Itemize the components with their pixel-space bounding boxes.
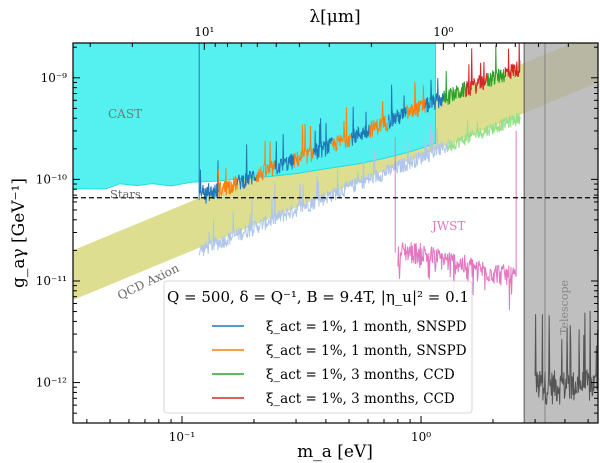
legend: Q = 500, δ = Q⁻¹, B = 9.4T, |η_u|² = 0.1… <box>163 280 473 414</box>
legend-entry-3: ξ_act = 1%, 3 months, CCD <box>266 367 455 383</box>
cast-label: CAST <box>108 107 142 121</box>
reach-curve-segment-16 <box>487 45 506 88</box>
reach-curve-segment-12 <box>406 81 426 119</box>
y-tick-label: 10⁻¹⁰ <box>36 172 67 186</box>
main-reach-curves <box>198 43 521 204</box>
reach-curve-segment-3 <box>236 144 257 190</box>
y-tick-label: 10⁻¹² <box>36 376 67 390</box>
reach-curve-segment-7 <box>313 118 333 160</box>
reach-curve-segment-2 <box>217 168 238 199</box>
y-tick-label: 10⁻¹¹ <box>36 274 67 288</box>
reach-curve-segment-14 <box>443 70 467 105</box>
reach-curve-segment-4 <box>256 140 276 183</box>
legend-box <box>163 280 473 414</box>
axis-ticks <box>73 43 598 424</box>
stars-label: Stars <box>110 187 141 201</box>
reach-curve-segment-10 <box>369 100 389 139</box>
reach-curve-segment-8 <box>331 107 352 152</box>
reach-curve-segment-9 <box>350 106 371 146</box>
x-tick-label: 10⁻¹ <box>169 430 195 444</box>
legend-entry-2: ξ_act = 1%, 1 month, SNSPD <box>266 343 467 359</box>
y-tick-label: 10⁻⁹ <box>41 71 68 85</box>
axis-tick-labels: 10⁻¹ 10⁰ 10¹ 10⁰ 10⁻¹² 10⁻¹¹ 10⁻¹⁰ 10⁻⁹ <box>36 25 454 444</box>
jwst-limit-curve <box>397 242 516 311</box>
top-axis-label: λ[μm] <box>309 7 360 27</box>
reach-curve-segment-13 <box>424 77 445 113</box>
x-axis-label: m_a [eV] <box>297 442 373 462</box>
top-tick-label: 10¹ <box>194 25 214 39</box>
top-tick-label: 10⁰ <box>433 25 453 39</box>
telescope-noise-curve <box>534 310 598 405</box>
legend-title: Q = 500, δ = Q⁻¹, B = 9.4T, |η_u|² = 0.1 <box>167 288 469 306</box>
reach-curve-segment-17 <box>504 43 521 80</box>
reach-curve-segment-11 <box>387 84 407 129</box>
light-blue-projection-curve <box>198 124 449 256</box>
legend-entry-4: ξ_act = 1%, 3 months, CCD <box>266 391 455 407</box>
jwst-label: JWST <box>430 219 465 233</box>
y-axis-label: g_aγ [GeV⁻¹] <box>9 178 29 288</box>
reach-curve-segment-6 <box>293 123 314 168</box>
reach-curve-segment-15 <box>466 48 489 97</box>
light-green-projection-curve <box>447 112 521 152</box>
reach-curve-segment-5 <box>274 134 295 175</box>
x-tick-label: 10⁰ <box>411 430 431 444</box>
cast-exclusion-region <box>73 43 436 190</box>
reach-curve-segment-1 <box>198 160 219 204</box>
qcd-axion-band <box>73 43 598 300</box>
telescope-label: Telescope <box>558 280 571 335</box>
legend-entry-1: ξ_act = 1%, 1 month, SNSPD <box>266 319 467 335</box>
